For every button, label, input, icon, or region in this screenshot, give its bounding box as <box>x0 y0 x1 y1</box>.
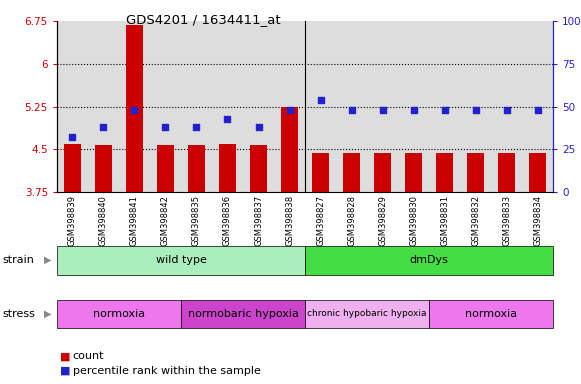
Text: ▶: ▶ <box>44 309 51 319</box>
Bar <box>219 144 236 192</box>
Point <box>502 107 511 113</box>
Text: ■: ■ <box>60 351 70 361</box>
Text: stress: stress <box>3 309 36 319</box>
Point <box>223 116 232 122</box>
Text: dmDys: dmDys <box>410 255 449 265</box>
Point <box>254 124 263 130</box>
Point <box>130 107 139 113</box>
Bar <box>126 25 143 192</box>
Bar <box>64 144 81 192</box>
Point <box>161 124 170 130</box>
Point <box>378 107 387 113</box>
Bar <box>405 153 422 192</box>
Point <box>533 107 542 113</box>
Text: percentile rank within the sample: percentile rank within the sample <box>73 366 260 376</box>
Text: strain: strain <box>3 255 35 265</box>
Text: normoxia: normoxia <box>465 309 517 319</box>
Text: ■: ■ <box>60 366 70 376</box>
Text: GDS4201 / 1634411_at: GDS4201 / 1634411_at <box>126 13 281 26</box>
Point <box>409 107 418 113</box>
Bar <box>95 145 112 192</box>
Point <box>192 124 201 130</box>
Bar <box>188 145 205 192</box>
Point <box>99 124 108 130</box>
Bar <box>467 153 484 192</box>
Text: chronic hypobaric hypoxia: chronic hypobaric hypoxia <box>307 310 427 318</box>
Bar <box>343 153 360 192</box>
Point <box>316 97 325 103</box>
Text: ▶: ▶ <box>44 255 51 265</box>
Bar <box>374 153 391 192</box>
Text: wild type: wild type <box>156 255 206 265</box>
Text: normoxia: normoxia <box>93 309 145 319</box>
Point <box>68 134 77 141</box>
Text: normobaric hypoxia: normobaric hypoxia <box>188 309 299 319</box>
Text: count: count <box>73 351 104 361</box>
Bar <box>157 145 174 192</box>
Bar <box>498 153 515 192</box>
Point <box>285 107 294 113</box>
Bar <box>529 153 546 192</box>
Point <box>440 107 449 113</box>
Point <box>471 107 480 113</box>
Bar <box>281 107 298 192</box>
Point <box>347 107 356 113</box>
Bar <box>250 145 267 192</box>
Bar <box>436 153 453 192</box>
Bar <box>312 153 329 192</box>
